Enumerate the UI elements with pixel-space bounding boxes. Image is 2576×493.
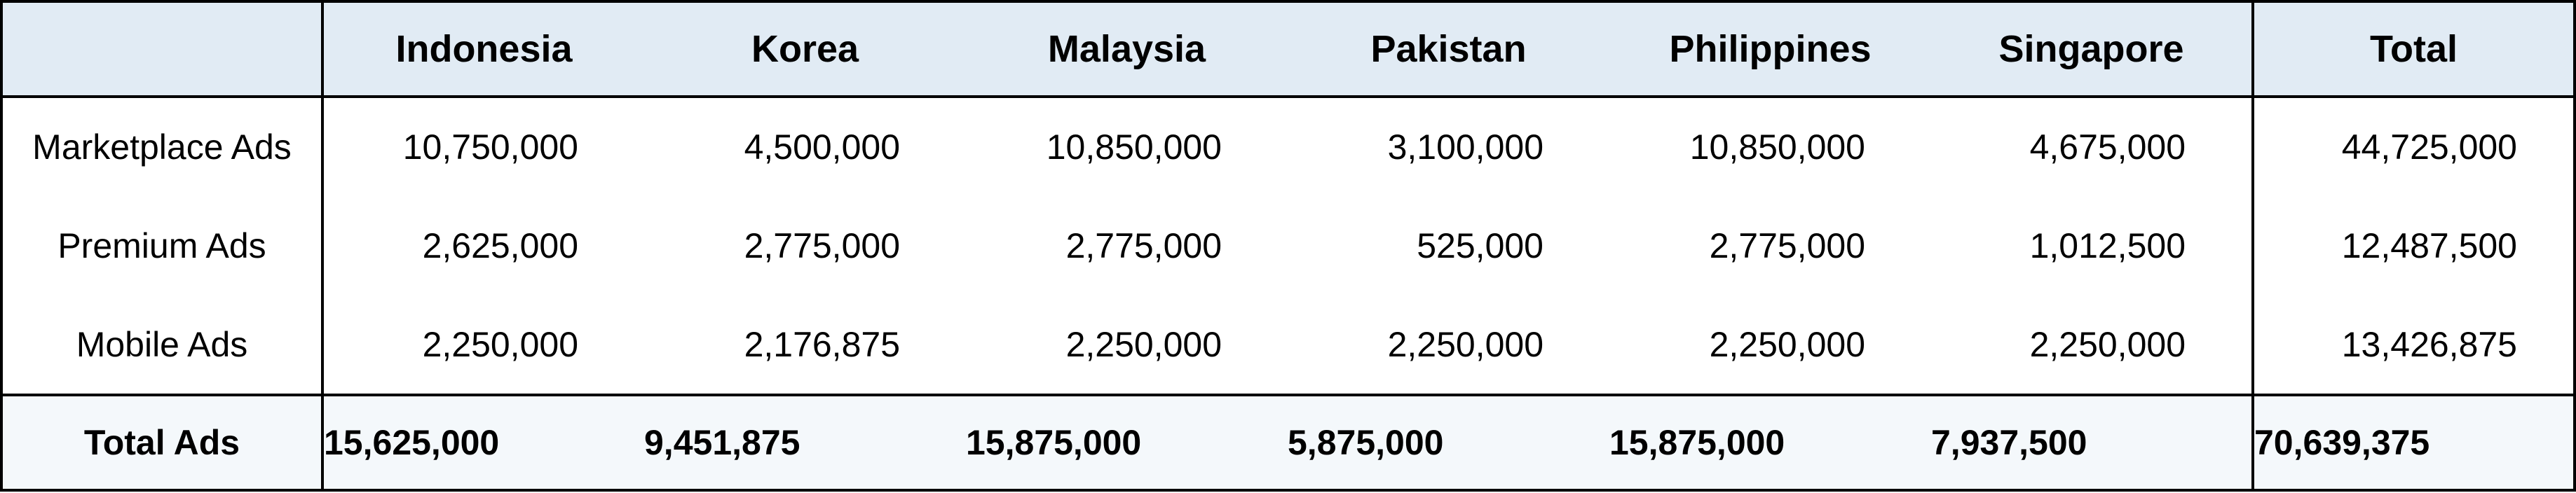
table-cell: 2,775,000 xyxy=(1065,226,1222,265)
table-cell: 10,850,000 xyxy=(1046,127,1222,167)
header-korea: Korea xyxy=(644,1,966,98)
table-cell: 2,176,875 xyxy=(744,325,900,364)
table-cell: 4,500,000 xyxy=(744,127,900,167)
footer-cell: 5,875,000 xyxy=(1288,394,1609,490)
header-total: Total xyxy=(2251,1,2575,98)
table-cell: 1,012,500 xyxy=(2029,226,2186,265)
table-cell: 2,775,000 xyxy=(1709,226,1865,265)
header-philippines: Philippines xyxy=(1609,1,1931,98)
header-pakistan: Pakistan xyxy=(1288,1,1609,98)
table-cell: 525,000 xyxy=(1417,226,1543,265)
footer-cell: 15,875,000 xyxy=(966,394,1288,490)
table-cell: 2,775,000 xyxy=(744,226,900,265)
table-row: Mobile Ads 2,250,000 2,176,875 2,250,000… xyxy=(1,296,2575,395)
table-cell: 2,250,000 xyxy=(1065,325,1222,364)
header-indonesia: Indonesia xyxy=(322,1,644,98)
row-total-cell: 12,487,500 xyxy=(2251,196,2575,296)
header-corner-cell xyxy=(1,1,324,98)
table-cell: 10,750,000 xyxy=(402,127,578,167)
footer-cell: 9,451,875 xyxy=(644,394,966,490)
row-label-mobile-ads: Mobile Ads xyxy=(1,296,324,395)
table-cell: 2,250,000 xyxy=(422,325,578,364)
footer-cell: 15,625,000 xyxy=(322,394,644,490)
table-cell: 2,250,000 xyxy=(2029,325,2186,364)
row-total-cell: 13,426,875 xyxy=(2251,296,2575,395)
row-label-marketplace-ads: Marketplace Ads xyxy=(1,97,324,196)
table-cell: 10,850,000 xyxy=(1689,127,1865,167)
row-label-total-ads: Total Ads xyxy=(1,394,324,490)
table-cell: 4,675,000 xyxy=(2029,127,2186,167)
table-cell: 2,625,000 xyxy=(422,226,578,265)
header-singapore: Singapore xyxy=(1931,1,2253,98)
footer-cell: 15,875,000 xyxy=(1609,394,1931,490)
table-cell: 2,250,000 xyxy=(1387,325,1543,364)
header-malaysia: Malaysia xyxy=(966,1,1288,98)
grand-total-cell: 70,639,375 xyxy=(2251,394,2575,490)
footer-cell: 7,937,500 xyxy=(1931,394,2253,490)
table-row: Marketplace Ads 10,750,000 4,500,000 10,… xyxy=(1,97,2575,196)
table-cell: 3,100,000 xyxy=(1387,127,1543,167)
table-cell: 2,250,000 xyxy=(1709,325,1865,364)
header-row: Indonesia Korea Malaysia Pakistan Philip… xyxy=(1,1,2575,98)
row-label-premium-ads: Premium Ads xyxy=(1,196,324,296)
table-row: Premium Ads 2,625,000 2,775,000 2,775,00… xyxy=(1,196,2575,296)
row-total-cell: 44,725,000 xyxy=(2251,97,2575,196)
footer-total-row: Total Ads 15,625,000 9,451,875 15,875,00… xyxy=(1,394,2575,490)
